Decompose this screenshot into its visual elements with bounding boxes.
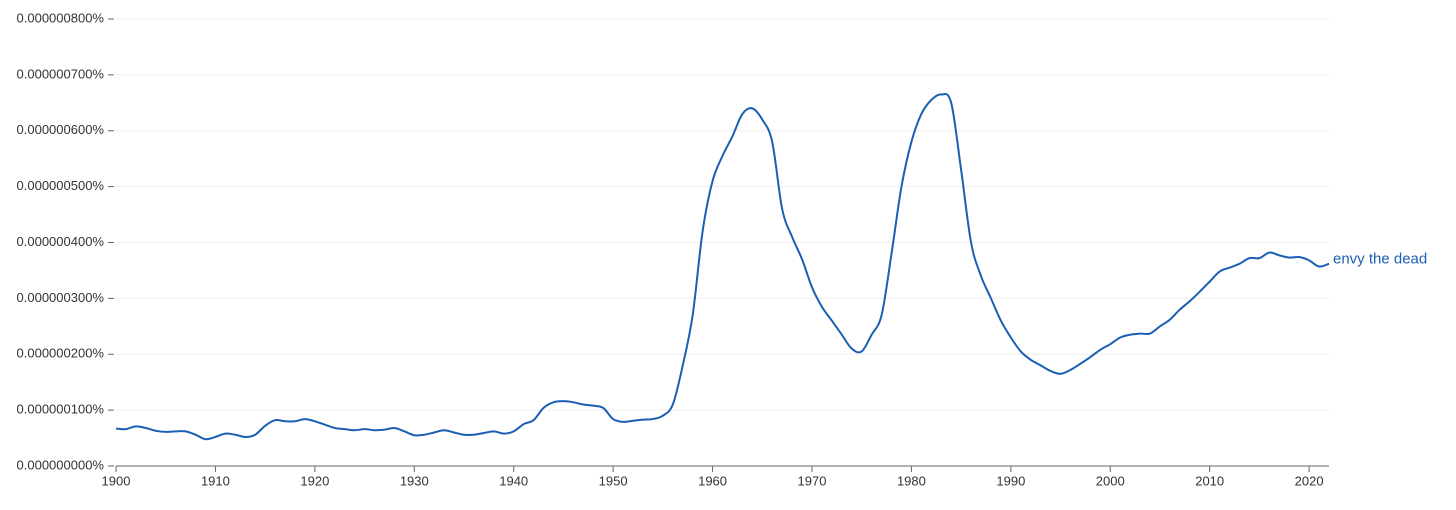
x-tick-label: 1900 — [102, 473, 131, 488]
x-tick-label: 2000 — [1096, 473, 1125, 488]
x-tick-label: 1920 — [300, 473, 329, 488]
x-tick-label: 1940 — [499, 473, 528, 488]
y-tick-label: 0.000000700% — [17, 66, 105, 81]
y-tick-label: 0.000000800% — [17, 10, 105, 25]
x-tick-label: 1980 — [897, 473, 926, 488]
x-tick-label: 1990 — [996, 473, 1025, 488]
x-tick-label: 1930 — [400, 473, 429, 488]
y-tick-label: 0.000000600% — [17, 122, 105, 137]
x-tick-label: 2010 — [1195, 473, 1224, 488]
y-tick-label: 0.000000400% — [17, 234, 105, 249]
y-tick-label: 0.000000300% — [17, 290, 105, 305]
x-tick-label: 1970 — [798, 473, 827, 488]
y-tick-label: 0.000000000% — [17, 457, 105, 472]
x-tick-label: 1960 — [698, 473, 727, 488]
x-tick-label: 2020 — [1295, 473, 1324, 488]
x-tick-label: 1910 — [201, 473, 230, 488]
y-tick-label: 0.000000500% — [17, 178, 105, 193]
x-tick-label: 1950 — [599, 473, 628, 488]
series-label: envy the dead — [1333, 251, 1427, 268]
y-tick-label: 0.000000100% — [17, 402, 105, 417]
y-tick-label: 0.000000200% — [17, 346, 105, 361]
series-line — [115, 92, 1330, 441]
